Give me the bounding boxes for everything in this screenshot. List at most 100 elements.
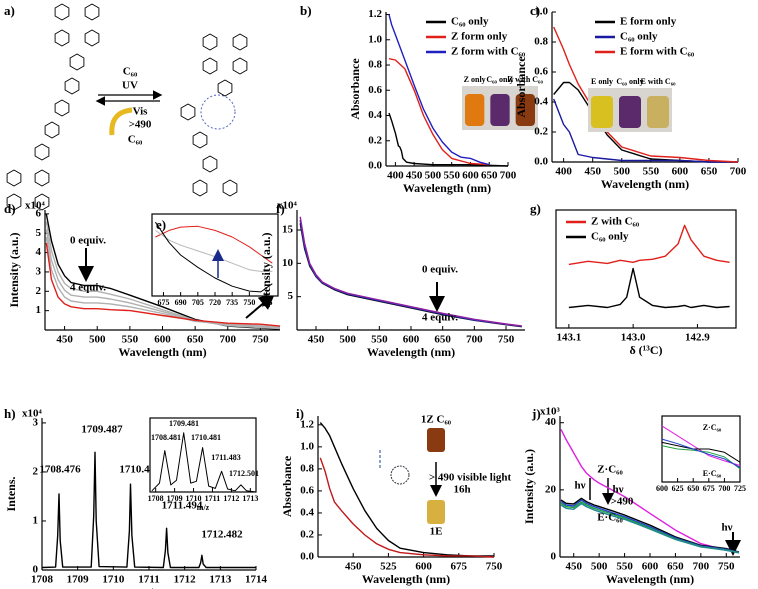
- data-line: [299, 219, 522, 327]
- x-tick-label: 735: [226, 298, 238, 307]
- vial: [647, 96, 669, 128]
- y-tick-label: 0.4: [300, 506, 314, 518]
- ring: [6, 193, 22, 211]
- y-tick-label: 0.6: [368, 84, 382, 96]
- x-tick-label: 1711: [205, 494, 221, 503]
- y-axis-label: Intensity (a.u.): [259, 232, 273, 307]
- x-tick-label: 690: [175, 298, 187, 307]
- x-tick-label: 1710: [102, 574, 125, 586]
- x-tick-label: 675: [703, 484, 715, 493]
- annotation: 1E: [430, 526, 443, 538]
- data-line: [41, 451, 256, 569]
- condition-label: >490: [129, 119, 152, 131]
- x-tick-label: 1712: [174, 574, 197, 586]
- annotation: 4 equiv.: [70, 282, 106, 294]
- ring: [232, 33, 248, 51]
- annotation: >490: [611, 496, 634, 508]
- scale-label: x10⁴: [25, 200, 46, 212]
- legend-label: Z form only: [451, 31, 508, 43]
- x-tick-label: 450: [345, 561, 362, 573]
- x-tick-label: 450: [56, 334, 73, 346]
- data-line: [388, 14, 490, 166]
- x-tick-label: 1713: [242, 494, 258, 503]
- x-axis-label: Wavelength (nm): [601, 177, 689, 191]
- x-tick-label: 650: [687, 484, 699, 493]
- x-tick-label: 600: [642, 561, 659, 573]
- y-tick-label: 5: [288, 290, 294, 302]
- fullerene: [390, 465, 410, 485]
- x-tick-label: 400: [387, 170, 404, 182]
- ring: [84, 3, 100, 21]
- x-axis-label: Wavelength (nm): [606, 572, 694, 586]
- y-tick-label: 1.2: [300, 418, 314, 430]
- panel-label: i): [296, 406, 304, 421]
- x-tick-label: 450: [308, 334, 325, 346]
- legend-label: E form only: [620, 16, 677, 28]
- x-tick-label: 600: [656, 484, 668, 493]
- x-tick-label: 450: [584, 166, 601, 178]
- x-tick-label: 550: [443, 170, 460, 182]
- x-tick-label: 1710: [186, 494, 202, 503]
- x-tick-label: 1711: [138, 574, 159, 586]
- data-line: [45, 229, 281, 329]
- x-tick-label: 650: [701, 166, 718, 178]
- panel-label: e): [156, 217, 166, 232]
- annotation: 1708.481: [151, 433, 181, 442]
- vial: [465, 94, 485, 126]
- legend-label: C₆₀ only: [451, 16, 489, 28]
- panel-label: c): [530, 3, 540, 18]
- photo-label: Z with C₆₀: [508, 75, 544, 84]
- annotation: 0 equiv.: [70, 235, 106, 247]
- ring: [54, 99, 70, 117]
- photo-label: C₆₀ only: [616, 77, 643, 86]
- ring: [34, 193, 50, 211]
- data-line: [553, 98, 738, 163]
- x-axis-label: m/z: [197, 503, 210, 512]
- x-tick-label: 750: [718, 561, 735, 573]
- annotation: 1711.494: [162, 500, 203, 512]
- y-axis-label: Intensity (a.u.): [522, 449, 536, 524]
- x-tick-label: 450: [406, 170, 423, 182]
- y-tick-label: 20: [545, 483, 557, 495]
- annotation: 1709.481: [169, 419, 199, 428]
- panel-label: h): [4, 406, 16, 421]
- y-tick-label: 0.0: [534, 156, 548, 168]
- annotation: 1711.483: [211, 453, 241, 462]
- x-tick-label: 450: [565, 561, 582, 573]
- ring: [84, 29, 100, 47]
- vial: [427, 428, 445, 452]
- x-tick-label: 650: [187, 334, 204, 346]
- x-tick-label: 725: [734, 484, 746, 493]
- x-tick-label: 650: [481, 170, 498, 182]
- y-tick-label: 2: [33, 465, 39, 477]
- y-tick-label: 0.8: [368, 59, 382, 71]
- y-tick-label: 40: [545, 416, 557, 428]
- y-tick-label: 1.0: [534, 6, 548, 18]
- x-tick-label: 600: [415, 561, 432, 573]
- plot-frame: [149, 417, 257, 493]
- data-line: [319, 422, 494, 557]
- data-line: [560, 429, 740, 553]
- y-tick-label: 1: [36, 304, 42, 316]
- plot-frame: [555, 209, 737, 329]
- y-axis-label: Absorbance: [280, 455, 294, 517]
- x-tick-label: 550: [643, 166, 660, 178]
- y-tick-label: 0.4: [534, 96, 548, 108]
- x-tick-label: 525: [380, 561, 397, 573]
- data-line: [299, 223, 522, 328]
- legend-label: C₆₀ only: [591, 231, 629, 243]
- y-tick-label: 0.6: [534, 66, 548, 78]
- ring: [232, 57, 248, 75]
- annotation: 1708.476: [39, 464, 81, 476]
- x-axis-label: δ (¹³C): [629, 343, 662, 357]
- y-tick-label: 0: [33, 564, 39, 576]
- y-axis-label: Intens.: [4, 476, 18, 511]
- y-tick-label: 0.4: [368, 109, 382, 121]
- y-tick-label: 0.2: [368, 134, 382, 146]
- y-tick-label: 0.8: [534, 36, 548, 48]
- y-tick-label: 3: [33, 416, 39, 428]
- data-line: [568, 267, 730, 309]
- x-tick-label: 142.9: [685, 332, 710, 344]
- data-line: [154, 221, 273, 293]
- annotation: 4 equiv.: [422, 312, 458, 324]
